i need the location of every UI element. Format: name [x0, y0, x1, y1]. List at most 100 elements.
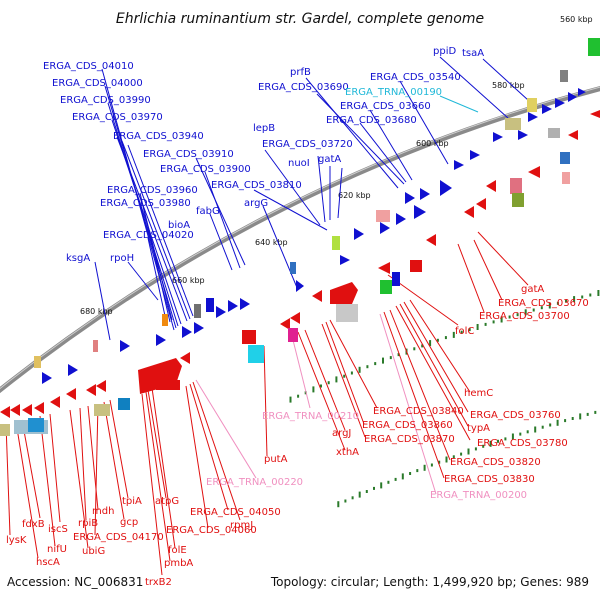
gene-arrow[interactable] [454, 160, 464, 170]
gene-arrow[interactable] [180, 352, 190, 364]
trna-label[interactable]: ERGA_TRNA_00190 [345, 87, 442, 98]
gene-label[interactable]: ERGA_CDS_04010 [43, 61, 134, 72]
gene-arrow[interactable] [156, 334, 166, 346]
gene-block[interactable] [560, 152, 570, 164]
gene-arrow[interactable] [568, 92, 577, 102]
gene-arrow[interactable] [568, 130, 578, 140]
gene-arrow[interactable] [542, 104, 552, 114]
gene-label[interactable]: ERGA_CDS_04000 [52, 78, 143, 89]
gene-arrow[interactable] [426, 234, 436, 246]
gene-arrow[interactable] [182, 326, 192, 338]
gene-label[interactable]: argJ [332, 428, 351, 439]
gene-arrow[interactable] [42, 372, 52, 384]
gene-label[interactable]: ERGA_CDS_03980 [100, 198, 191, 209]
gene-block[interactable] [560, 70, 568, 82]
gene-block[interactable] [28, 418, 44, 432]
gene-label[interactable]: ubiG [82, 546, 105, 557]
gene-arrow[interactable] [216, 306, 226, 318]
gene-label[interactable]: ERGA_CDS_03670 [498, 298, 589, 309]
gene-arrow[interactable] [378, 262, 390, 274]
gene-block[interactable] [392, 272, 400, 286]
gene-arrow[interactable] [528, 166, 540, 178]
gene-block[interactable] [290, 262, 296, 274]
gene-block[interactable] [162, 314, 168, 326]
gene-label[interactable]: putA [264, 454, 288, 465]
gene-label[interactable]: ERGA_CDS_03940 [113, 131, 204, 142]
gene-label[interactable]: ERGA_CDS_03960 [107, 185, 198, 196]
gene-arrow[interactable] [486, 180, 496, 192]
gene-label[interactable]: bioA [168, 220, 190, 231]
gene-label[interactable]: gcp [120, 517, 138, 528]
gene-label[interactable]: ERGA_CDS_03700 [479, 311, 570, 322]
gene-label[interactable]: ERGA_CDS_03830 [444, 474, 535, 485]
gene-label[interactable]: ppiD [433, 46, 456, 57]
gene-arrow[interactable] [578, 88, 586, 96]
gene-label[interactable]: ERGA_CDS_03720 [262, 139, 353, 150]
gene-arrow[interactable] [470, 150, 480, 160]
trna-label[interactable]: ERGA_TRNA_00210 [262, 411, 359, 422]
gene-block[interactable] [548, 128, 560, 138]
gene-arrow[interactable] [405, 192, 415, 204]
gene-block[interactable] [194, 304, 201, 318]
gene-arrow[interactable] [86, 384, 96, 396]
gene-block[interactable] [510, 178, 522, 194]
gene-label[interactable]: ERGA_CDS_03870 [364, 434, 455, 445]
gene-arrow[interactable] [476, 198, 486, 210]
gene-label[interactable]: nifU [47, 544, 67, 555]
gene-label[interactable]: gatA [318, 154, 341, 165]
gene-block[interactable] [562, 172, 570, 184]
gene-arrow[interactable] [590, 110, 600, 118]
gene-label[interactable]: folE [168, 545, 187, 556]
gene-block[interactable] [93, 340, 98, 352]
gene-arrow[interactable] [296, 280, 304, 292]
gene-block[interactable] [332, 236, 340, 250]
gene-label[interactable]: trxB2 [145, 577, 172, 588]
gene-label[interactable]: tpiA [122, 496, 142, 507]
gene-arrow[interactable] [120, 340, 130, 352]
gene-label[interactable]: ERGA_CDS_04050 [190, 507, 281, 518]
gene-block[interactable] [156, 380, 180, 390]
gene-arrow[interactable] [10, 404, 20, 416]
gene-block[interactable] [505, 118, 521, 130]
gene-label[interactable]: nuoI [288, 158, 310, 169]
gene-arrow[interactable] [194, 322, 204, 334]
gene-label[interactable]: xthA [336, 447, 359, 458]
gene-label[interactable]: ERGA_CDS_04020 [103, 230, 194, 241]
gene-arrow[interactable] [340, 255, 350, 265]
gene-block[interactable] [512, 193, 524, 207]
gene-label[interactable]: rpoH [110, 253, 134, 264]
gene-arrow[interactable] [34, 402, 44, 414]
gene-arrow[interactable] [22, 404, 32, 416]
gene-block[interactable] [248, 345, 264, 363]
gene-block[interactable] [118, 398, 130, 410]
gene-arrow[interactable] [96, 380, 106, 392]
gene-arrow[interactable] [312, 290, 322, 302]
gene-label[interactable]: ERGA_CDS_03780 [477, 438, 568, 449]
gene-arrow[interactable] [290, 312, 300, 324]
gene-label[interactable]: hemC [464, 388, 493, 399]
gene-label[interactable]: ERGA_CDS_04060 [166, 525, 257, 536]
gene-label[interactable]: atpG [155, 496, 179, 507]
gene-label[interactable]: gatA [521, 284, 544, 295]
gene-label[interactable]: ERGA_CDS_03760 [470, 410, 561, 421]
gene-label[interactable]: ERGA_CDS_03680 [326, 115, 417, 126]
gene-large[interactable] [330, 282, 358, 304]
trna-label[interactable]: ERGA_TRNA_00200 [430, 490, 527, 501]
gene-label[interactable]: tsaA [462, 48, 484, 59]
gene-arrow[interactable] [440, 180, 452, 196]
gene-label[interactable]: ERGA_CDS_03540 [370, 72, 461, 83]
trna-label[interactable]: ERGA_TRNA_00220 [206, 477, 303, 488]
gene-label[interactable]: ksgA [66, 253, 90, 264]
gene-label[interactable]: ERGA_CDS_03910 [143, 149, 234, 160]
gene-arrow[interactable] [228, 300, 238, 312]
gene-label[interactable]: lepB [253, 123, 275, 134]
gene-label[interactable]: prfB [290, 67, 311, 78]
gene-arrow[interactable] [464, 206, 474, 218]
gene-arrow[interactable] [280, 318, 290, 330]
gene-label[interactable]: ERGA_CDS_03900 [160, 164, 251, 175]
gene-label[interactable]: ERGA_CDS_03990 [60, 95, 151, 106]
gene-label[interactable]: rpiB [78, 518, 98, 529]
gene-arrow[interactable] [414, 205, 426, 219]
gene-label[interactable]: pmbA [164, 558, 193, 569]
gene-label[interactable]: ERGA_CDS_03860 [362, 420, 453, 431]
